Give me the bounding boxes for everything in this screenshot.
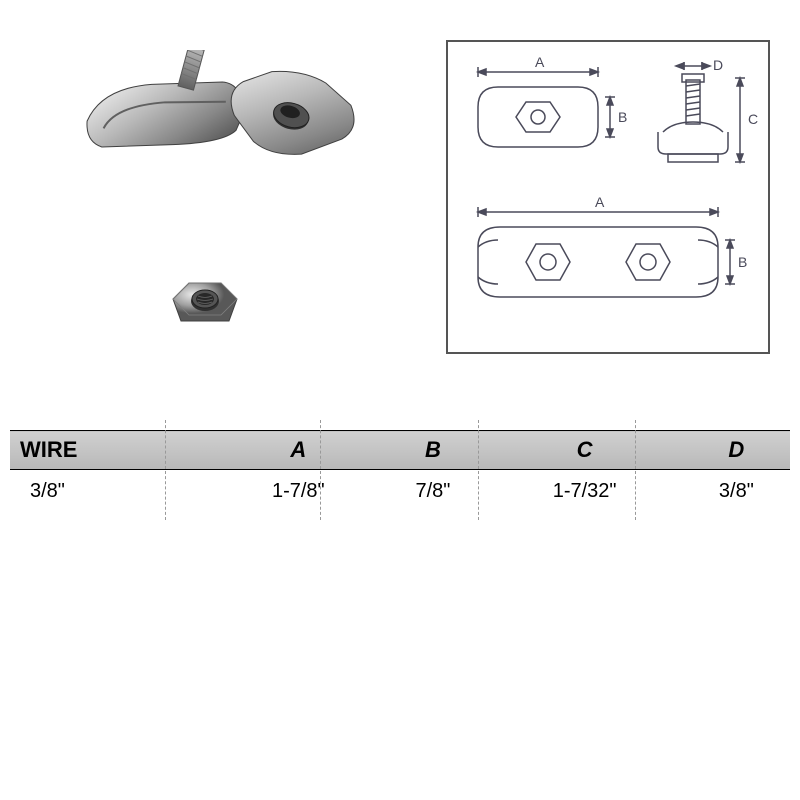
- technical-diagram: A B: [446, 40, 770, 354]
- col-header-wire: WIRE: [10, 431, 217, 470]
- col-header-c: C: [487, 431, 683, 470]
- product-photo: [40, 50, 440, 400]
- hex-nut: [173, 283, 237, 321]
- col-header-a: A: [217, 431, 379, 470]
- col-header-b: B: [379, 431, 486, 470]
- dim-label-b2: B: [738, 254, 747, 270]
- backing-plate: [221, 58, 363, 170]
- cell-c: 1-7/32": [487, 470, 683, 514]
- spec-row: 3/8" 1-7/8" 7/8" 1-7/32" 3/8": [10, 470, 790, 514]
- spec-table: WIRE A B C D 3/8" 1-7/8" 7/8" 1-7/32" 3/…: [10, 430, 790, 513]
- col-divider: [635, 420, 636, 520]
- spec-header-row: WIRE A B C D: [10, 431, 790, 470]
- cell-b: 7/8": [379, 470, 486, 514]
- dim-label-b: B: [618, 109, 627, 125]
- cell-d: 3/8": [683, 470, 790, 514]
- col-header-d: D: [683, 431, 790, 470]
- cell-wire: 3/8": [10, 470, 217, 514]
- cell-a: 1-7/8": [217, 470, 379, 514]
- dim-label-c: C: [748, 111, 758, 127]
- col-divider: [320, 420, 321, 520]
- dim-label-a: A: [535, 54, 545, 70]
- clip-body: [73, 50, 248, 162]
- dim-label-a2: A: [595, 194, 605, 210]
- col-divider: [165, 420, 166, 520]
- dim-label-d: D: [713, 57, 723, 73]
- col-divider: [478, 420, 479, 520]
